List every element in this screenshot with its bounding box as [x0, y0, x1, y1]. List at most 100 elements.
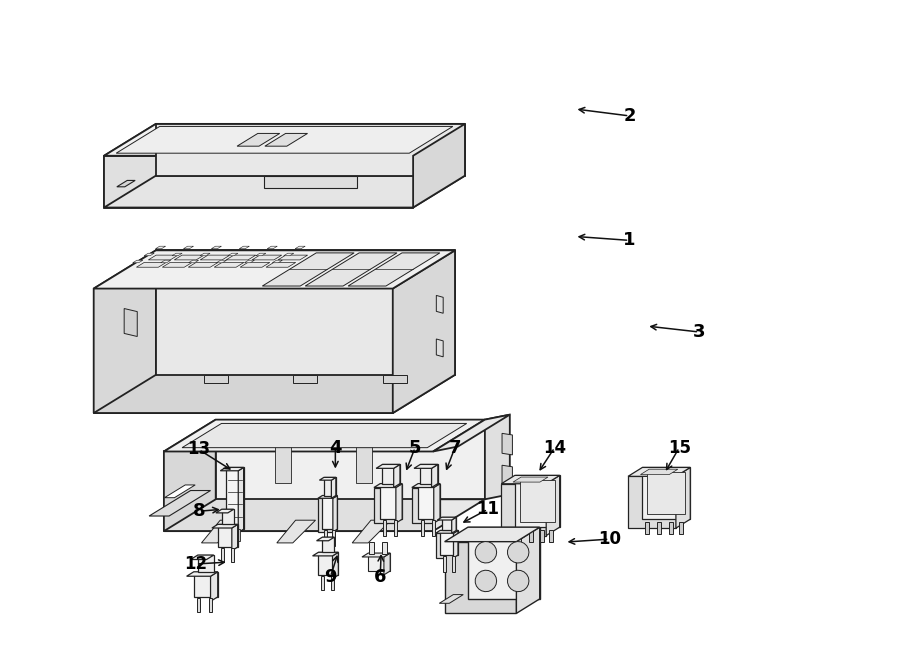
- Text: 6: 6: [374, 568, 386, 586]
- Polygon shape: [200, 255, 230, 260]
- Polygon shape: [216, 420, 485, 499]
- Polygon shape: [160, 260, 171, 263]
- Polygon shape: [104, 176, 465, 208]
- Polygon shape: [380, 484, 402, 519]
- Polygon shape: [322, 537, 335, 552]
- Polygon shape: [485, 414, 509, 499]
- Polygon shape: [293, 375, 318, 383]
- Polygon shape: [317, 537, 335, 541]
- Polygon shape: [214, 262, 244, 267]
- Polygon shape: [273, 260, 283, 263]
- Polygon shape: [94, 289, 392, 413]
- Polygon shape: [194, 572, 218, 597]
- Polygon shape: [198, 555, 213, 572]
- Polygon shape: [116, 126, 453, 153]
- Polygon shape: [628, 477, 676, 528]
- Polygon shape: [104, 124, 465, 156]
- Text: 12: 12: [184, 555, 207, 573]
- Polygon shape: [220, 548, 223, 562]
- Polygon shape: [445, 527, 540, 541]
- Polygon shape: [445, 541, 517, 613]
- Polygon shape: [396, 484, 402, 523]
- Polygon shape: [188, 262, 218, 267]
- Polygon shape: [369, 542, 374, 554]
- Polygon shape: [676, 467, 690, 528]
- Polygon shape: [132, 260, 143, 263]
- Polygon shape: [148, 255, 178, 260]
- Polygon shape: [156, 124, 465, 176]
- Polygon shape: [94, 375, 455, 413]
- Polygon shape: [200, 253, 210, 256]
- Polygon shape: [454, 531, 458, 558]
- Polygon shape: [414, 465, 437, 469]
- Text: 15: 15: [668, 438, 691, 457]
- Polygon shape: [94, 251, 156, 413]
- Polygon shape: [264, 176, 356, 188]
- Polygon shape: [230, 529, 233, 541]
- Polygon shape: [284, 253, 293, 256]
- Polygon shape: [186, 572, 218, 576]
- Polygon shape: [432, 520, 436, 536]
- Polygon shape: [240, 262, 270, 267]
- Polygon shape: [475, 541, 497, 563]
- Polygon shape: [502, 465, 512, 486]
- Polygon shape: [452, 517, 456, 533]
- Polygon shape: [382, 465, 400, 484]
- Polygon shape: [226, 467, 244, 529]
- Polygon shape: [325, 529, 328, 545]
- Polygon shape: [252, 255, 282, 260]
- Polygon shape: [144, 253, 154, 256]
- Polygon shape: [324, 477, 336, 496]
- Polygon shape: [540, 529, 544, 541]
- Polygon shape: [278, 255, 308, 260]
- Polygon shape: [156, 251, 455, 375]
- Polygon shape: [628, 467, 690, 477]
- Polygon shape: [368, 553, 391, 571]
- Polygon shape: [228, 253, 238, 256]
- Polygon shape: [421, 520, 424, 536]
- Polygon shape: [432, 465, 437, 488]
- Polygon shape: [265, 134, 308, 146]
- Polygon shape: [164, 451, 433, 531]
- Polygon shape: [508, 570, 529, 592]
- Polygon shape: [436, 295, 443, 313]
- Polygon shape: [267, 246, 277, 249]
- Polygon shape: [230, 548, 233, 562]
- Text: 4: 4: [329, 438, 342, 457]
- Polygon shape: [679, 522, 683, 534]
- Polygon shape: [412, 484, 440, 488]
- Polygon shape: [515, 475, 560, 527]
- Polygon shape: [670, 522, 673, 534]
- Polygon shape: [374, 484, 402, 488]
- Polygon shape: [165, 485, 195, 498]
- Polygon shape: [356, 440, 372, 483]
- Polygon shape: [508, 541, 529, 563]
- Polygon shape: [501, 475, 560, 484]
- Polygon shape: [413, 124, 465, 208]
- Polygon shape: [641, 469, 678, 475]
- Polygon shape: [520, 481, 554, 522]
- Polygon shape: [348, 253, 440, 286]
- Polygon shape: [331, 576, 334, 590]
- Polygon shape: [645, 522, 649, 534]
- Text: 11: 11: [476, 500, 500, 518]
- Polygon shape: [412, 488, 434, 523]
- Polygon shape: [376, 465, 400, 469]
- Text: 13: 13: [187, 440, 211, 459]
- Polygon shape: [501, 484, 546, 535]
- Text: 14: 14: [543, 438, 566, 457]
- Polygon shape: [245, 260, 255, 263]
- Polygon shape: [266, 262, 296, 267]
- Polygon shape: [202, 520, 240, 543]
- Polygon shape: [393, 465, 400, 488]
- Polygon shape: [657, 522, 662, 534]
- Polygon shape: [262, 253, 354, 286]
- Polygon shape: [197, 598, 200, 611]
- Polygon shape: [331, 477, 336, 498]
- Polygon shape: [318, 496, 338, 498]
- Polygon shape: [117, 180, 135, 187]
- Polygon shape: [319, 552, 338, 575]
- Polygon shape: [382, 542, 387, 554]
- Polygon shape: [104, 156, 413, 208]
- Polygon shape: [184, 246, 194, 249]
